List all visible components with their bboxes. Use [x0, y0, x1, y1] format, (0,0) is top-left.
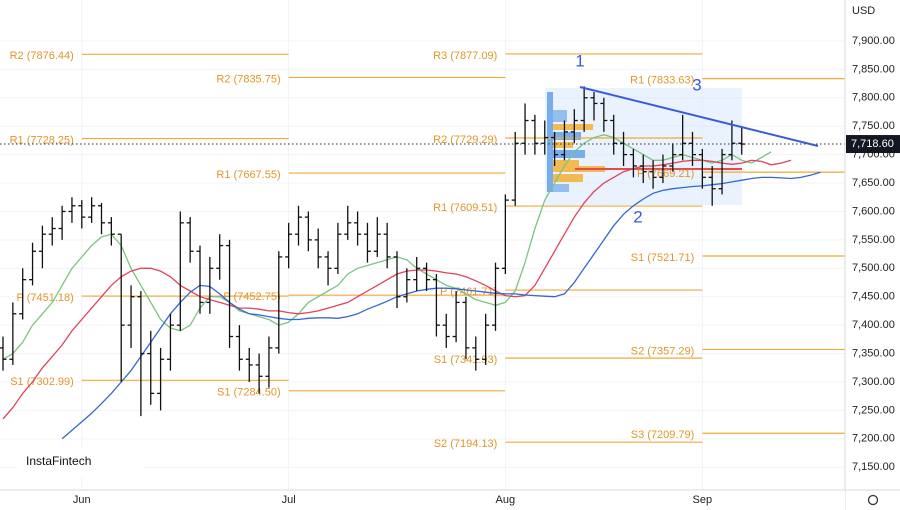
- pivot-label: P (7669.21): [637, 168, 694, 180]
- profile-bar: [553, 142, 573, 148]
- pivot-label: R2 (7876.44): [10, 50, 74, 62]
- y-tick-label: 7,900.00: [852, 35, 895, 47]
- profile-bar: [553, 174, 583, 182]
- price-bars: [0, 86, 746, 417]
- last-price-box: [846, 135, 900, 154]
- pivot-label: S1 (7302.99): [10, 376, 74, 388]
- profile-bar: [553, 150, 585, 158]
- profile-bar: [553, 132, 581, 140]
- y-tick-label: 7,750.00: [852, 120, 895, 132]
- y-tick-label: 7,200.00: [852, 433, 895, 445]
- pivots: R2 (7876.44) R1 (7728.25) P (7451.18) S1 (7…: [10, 50, 845, 450]
- pivot-label: S2 (7357.29): [631, 345, 695, 357]
- price-axis: [845, 0, 900, 510]
- watermark: InstaFintech: [26, 454, 91, 468]
- y-tick-label: 7,500.00: [852, 262, 895, 274]
- annotation: 1: [575, 51, 584, 70]
- pivot-label: S3 (7209.79): [631, 429, 695, 441]
- pivot-label: S1 (7284.50): [217, 387, 281, 399]
- pivot-label: S2 (7194.13): [434, 438, 498, 450]
- x-tick-label: Jun: [73, 494, 91, 506]
- currency-box[interactable]: [847, 2, 877, 20]
- axis-labels: 7,150.00 7,200.00 7,250.00 7,300.00 7,350.00…: [73, 35, 900, 506]
- annotation: 3: [692, 75, 701, 94]
- y-tick-label: 7,650.00: [852, 177, 895, 189]
- pivot-label: R2 (7835.75): [216, 73, 280, 85]
- profile-bar: [553, 124, 593, 130]
- profile-bar: [553, 184, 569, 192]
- x-tick-label: Sep: [693, 494, 713, 506]
- pivot-label: R2 (7729.29): [433, 134, 497, 146]
- pivot-label: R1 (7728.25): [10, 134, 74, 146]
- pivot-label: S1 (7521.71): [631, 252, 695, 264]
- time-axis: [0, 490, 845, 510]
- x-tick-label: Jul: [282, 494, 296, 506]
- pivot-label: P (7452.75): [223, 291, 280, 303]
- profile-bar: [547, 92, 553, 192]
- pivot-label: P (7451.18): [17, 292, 74, 304]
- y-tick-label: 7,150.00: [852, 461, 895, 473]
- pivot-label: R1 (7833.63): [630, 75, 694, 87]
- pivot-label: R1 (7609.51): [433, 202, 497, 214]
- y-tick-label: 7,250.00: [852, 404, 895, 416]
- y-tick-label: 7,850.00: [852, 63, 895, 75]
- x-tick-label: Aug: [496, 494, 516, 506]
- currency[interactable]: USD: [852, 5, 875, 17]
- watermark-bg: [18, 448, 144, 476]
- y-tick-label: 7,450.00: [852, 291, 895, 303]
- y-tick-label: 7,800.00: [852, 92, 895, 104]
- ma-line: [61, 171, 821, 440]
- pivot-label: R1 (7667.55): [216, 169, 280, 181]
- y-tick-label: 7,300.00: [852, 376, 895, 388]
- y-tick-label: 7,350.00: [852, 347, 895, 359]
- pivot-label: R3 (7877.09): [433, 50, 497, 62]
- settings-icon[interactable]: [867, 494, 879, 506]
- y-tick-label: 7,400.00: [852, 319, 895, 331]
- last-price-label: 7,718.60: [851, 138, 894, 150]
- profile-bar: [553, 110, 567, 122]
- annotation: 2: [633, 207, 642, 226]
- pivot-label: S1 (7341.93): [434, 354, 498, 366]
- trend-line: [579, 86, 819, 147]
- y-tick-label: 7,550.00: [852, 234, 895, 246]
- y-tick-label: 7,600.00: [852, 205, 895, 217]
